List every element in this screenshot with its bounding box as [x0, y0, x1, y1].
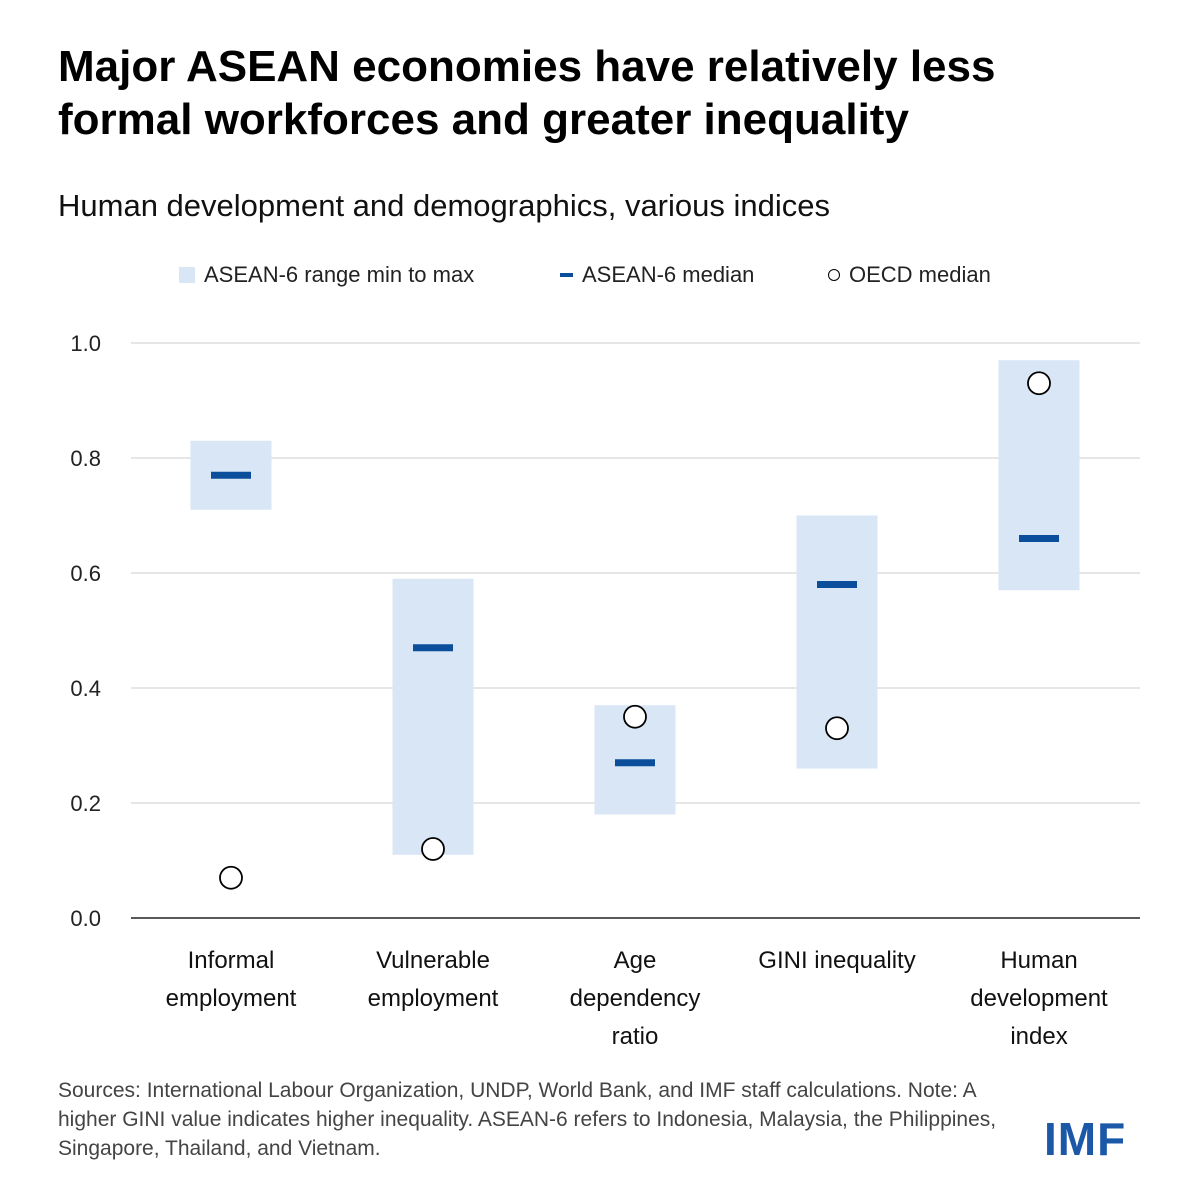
x-category-label-line: development [970, 985, 1108, 1012]
legend-median-label: ASEAN-6 median [582, 262, 755, 287]
chart-legend: ASEAN-6 range min to max ASEAN-6 median … [0, 258, 1200, 292]
y-tick-label: 0.4 [70, 676, 101, 701]
oecd-median-marker [219, 865, 243, 890]
x-category-label-line: dependency [570, 985, 701, 1012]
x-category-label: Human development index [970, 947, 1108, 1050]
sources-note: Sources: International Labour Organizati… [58, 1079, 997, 1160]
x-category-label-line: Age [614, 947, 657, 974]
asean-median-marker [817, 581, 857, 588]
oecd-median-marker [1027, 371, 1051, 396]
asean-range-bar [392, 578, 474, 855]
y-tick-label: 0.8 [70, 446, 101, 471]
x-category-label-line: GINI inequality [758, 947, 915, 974]
imf-logo: IMF [1044, 1113, 1127, 1165]
legend-range-label: ASEAN-6 range min to max [204, 262, 475, 287]
y-tick-label: 0.6 [70, 561, 101, 586]
asean-median-marker [615, 759, 655, 767]
oecd-median-marker [421, 837, 445, 861]
asean-range-bar [998, 360, 1080, 591]
chart-subtitle: Human development and demographics, vari… [58, 188, 830, 223]
x-category-label-line: Vulnerable [376, 947, 490, 974]
x-category-label-line: employment [368, 985, 499, 1012]
asean-median-marker [211, 471, 251, 479]
legend-range-swatch [179, 267, 195, 283]
legend-item-median: ASEAN-6 median [560, 258, 754, 292]
chart-title-line-2: formal workforces and greater inequality [58, 95, 909, 144]
x-category-label-line: Informal [188, 947, 275, 974]
y-tick-label: 1.0 [70, 331, 101, 356]
y-tick-label: 0.2 [70, 791, 101, 816]
asean-median-marker [1019, 535, 1059, 542]
x-category-label-line: Human [1000, 947, 1077, 974]
legend-oecd-label: OECD median [849, 262, 991, 287]
y-tick-label: 0.0 [70, 906, 101, 931]
asean-median-marker [413, 644, 453, 652]
legend-median-swatch [560, 273, 573, 277]
legend-item-oecd: OECD median [828, 258, 991, 292]
x-category-label: Informal employment [166, 947, 297, 1012]
legend-oecd-marker [828, 269, 840, 281]
x-category-label: Age dependency ratio [570, 947, 701, 1050]
x-category-label: Vulnerable employment [368, 947, 499, 1012]
x-category-label: GINI inequality [758, 947, 915, 974]
chart-title: Major ASEAN economies have relatively le… [58, 40, 1158, 146]
x-category-label-line: employment [166, 985, 297, 1012]
oecd-median-marker [623, 704, 647, 729]
oecd-median-marker [825, 716, 849, 741]
legend-item-range: ASEAN-6 range min to max [179, 258, 474, 292]
chart-title-line-1: Major ASEAN economies have relatively le… [58, 42, 996, 91]
x-category-label-line: ratio [612, 1023, 659, 1050]
x-category-label-line: index [1010, 1023, 1067, 1050]
